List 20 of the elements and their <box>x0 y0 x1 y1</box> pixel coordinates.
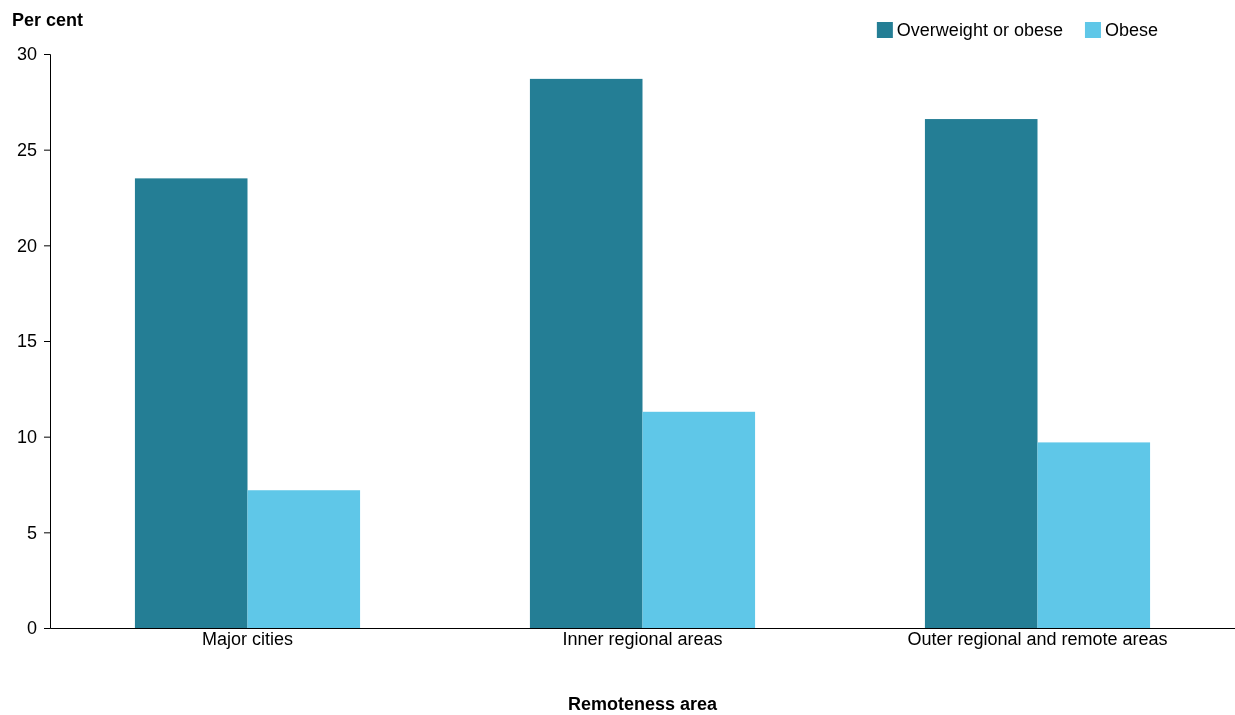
x-tick-label: Inner regional areas <box>562 629 723 649</box>
bar <box>247 490 361 628</box>
x-tick-label: Outer regional and remote areas <box>907 629 1168 649</box>
y-tick-label: 5 <box>26 522 37 543</box>
bar <box>529 78 643 628</box>
y-tick-label: 30 <box>16 44 37 65</box>
legend-label: Overweight or obese <box>896 20 1063 40</box>
bar <box>1037 442 1151 628</box>
x-axis-title: Remoteness area <box>567 694 719 714</box>
bar <box>642 411 756 628</box>
x-tick-label: Major cities <box>201 629 294 649</box>
y-tick-label: 0 <box>26 618 37 639</box>
bar <box>924 119 1038 628</box>
y-axis-title: Per cent <box>12 10 84 30</box>
y-tick-label: 10 <box>16 426 37 447</box>
y-tick-label: 20 <box>16 235 37 256</box>
y-tick-label: 25 <box>16 139 37 160</box>
bar <box>134 178 248 628</box>
y-tick-label: 15 <box>16 331 37 352</box>
legend-label: Obese <box>1104 20 1158 40</box>
